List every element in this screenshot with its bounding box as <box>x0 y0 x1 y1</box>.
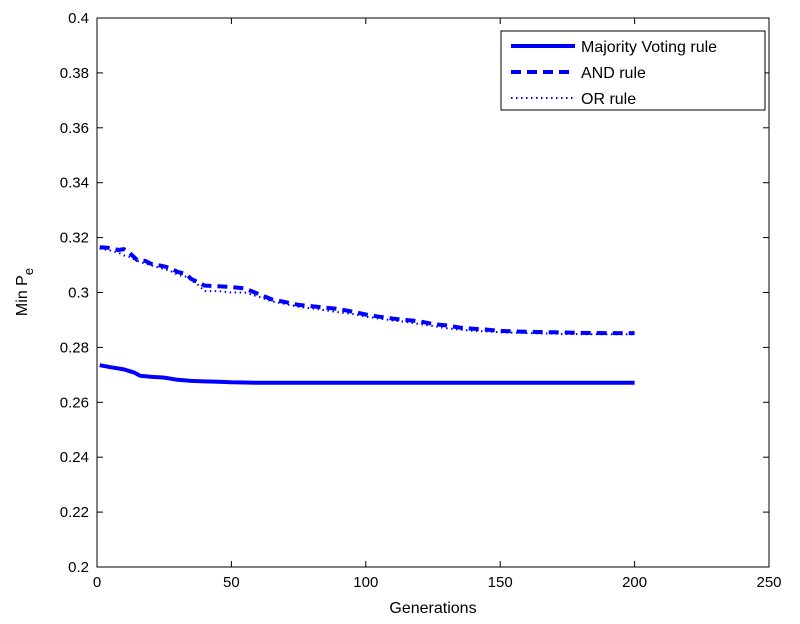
x-tick-label: 250 <box>756 574 781 591</box>
y-tick-label: 0.4 <box>68 10 89 27</box>
y-tick-label: 0.26 <box>60 394 89 411</box>
svg-text:Min Pe: Min Pe <box>14 268 36 316</box>
y-tick-label: 0.28 <box>60 339 89 356</box>
series-line-1 <box>99 245 635 336</box>
y-axis-label: Min Pe <box>14 268 36 316</box>
y-axis-label-main: Min P <box>14 275 31 316</box>
x-tick-label: 100 <box>353 574 378 591</box>
legend-label-and: AND rule <box>581 65 646 82</box>
x-tick-label: 50 <box>223 574 240 591</box>
y-tick-label: 0.22 <box>60 504 89 521</box>
y-tick-label: 0.34 <box>60 175 89 192</box>
y-tick-label: 0.24 <box>60 449 89 466</box>
y-tick-label: 0.36 <box>60 120 89 137</box>
x-tick-label: 200 <box>622 574 647 591</box>
y-axis-label-subscript: e <box>21 268 36 275</box>
x-axis-label: Generations <box>389 600 476 617</box>
series-line-0 <box>99 363 635 385</box>
legend-label-or: OR rule <box>581 91 636 108</box>
y-tick-label: 0.38 <box>60 65 89 82</box>
axis-ticks: 0 50 100 150 200 250 0.2 0.22 0.24 0.26 0.28 0.3 0.3… <box>60 10 782 591</box>
y-tick-label: 0.3 <box>68 285 89 302</box>
legend: Majority Voting rule AND rule OR rule <box>500 30 766 111</box>
legend-label-majority: Majority Voting rule <box>581 39 717 56</box>
y-tick-label: 0.2 <box>68 559 89 576</box>
x-tick-label: 150 <box>488 574 513 591</box>
x-tick-label: 0 <box>93 574 101 591</box>
series-lines <box>99 245 635 385</box>
y-tick-label: 0.32 <box>60 230 89 247</box>
